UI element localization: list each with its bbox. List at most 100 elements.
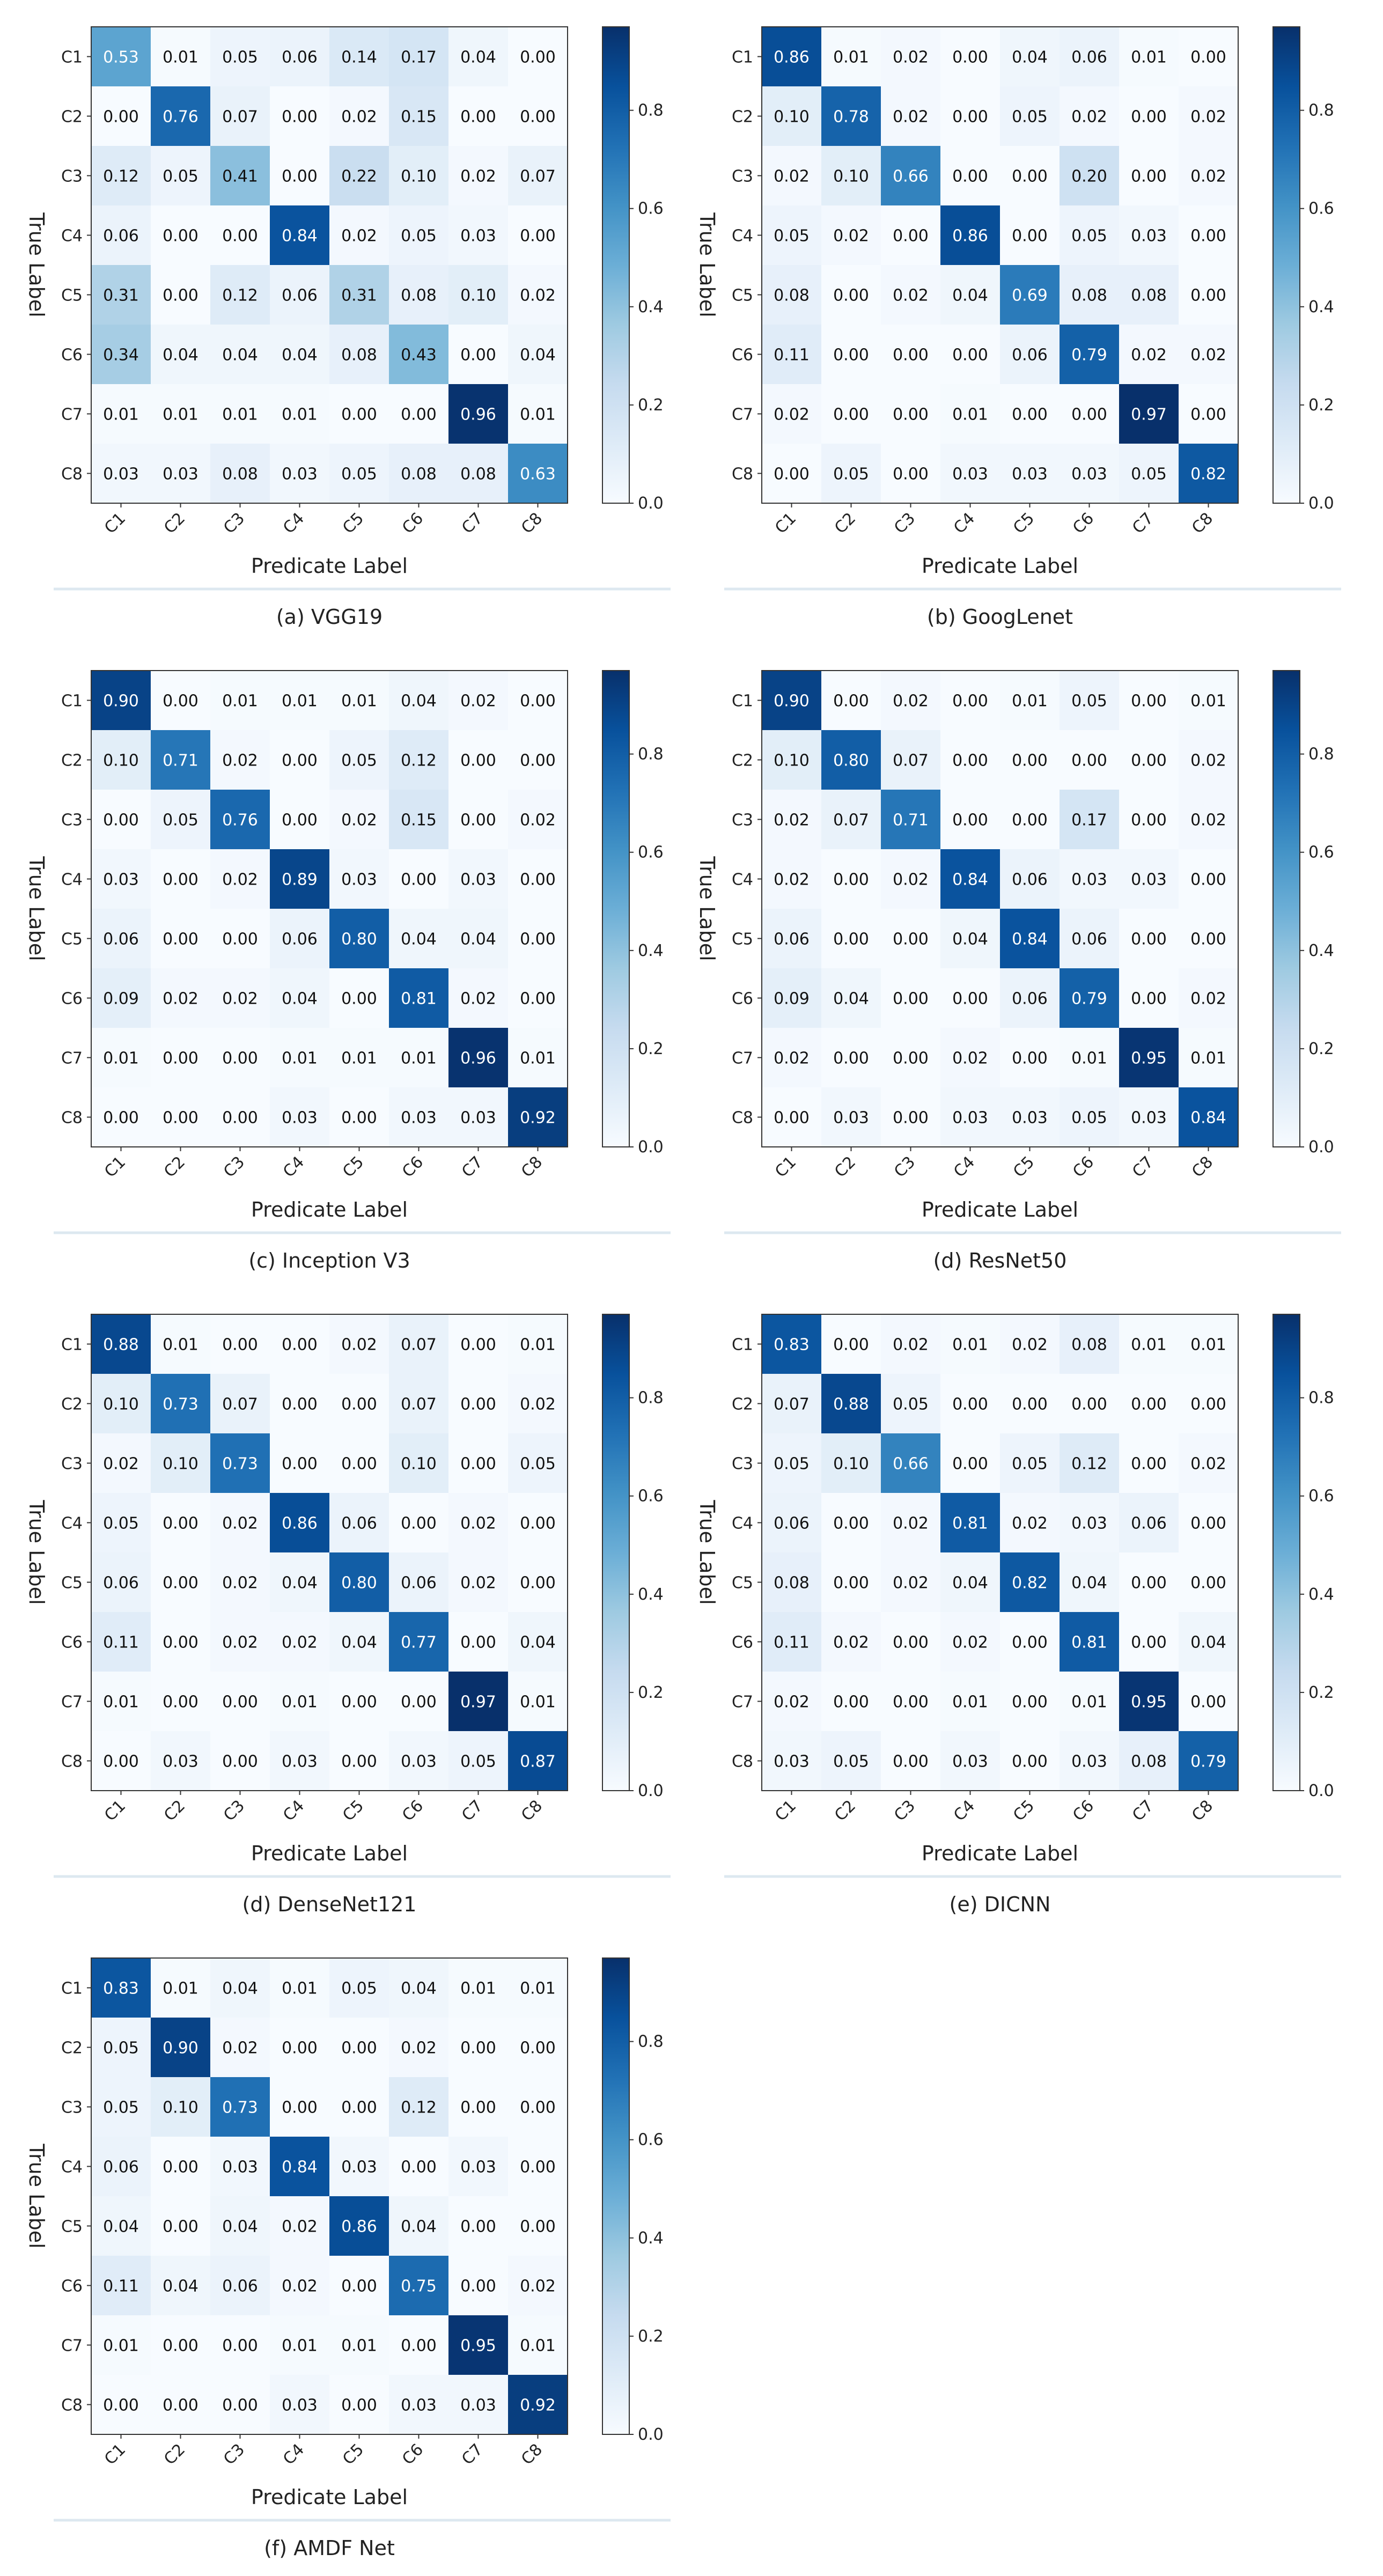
cell-value-label: 0.09: [103, 990, 139, 1009]
heatmap-cell: [448, 1087, 508, 1147]
heatmap-cell: [508, 1087, 568, 1147]
cell-value-label: 0.04: [282, 990, 318, 1009]
cell-value-label: 0.89: [282, 871, 318, 889]
cell-value-label: 0.04: [222, 346, 258, 365]
heatmap-cell: [448, 1028, 508, 1087]
cell-value-label: 0.03: [282, 2396, 318, 2415]
heatmap-cell: [270, 1433, 329, 1493]
cell-value-label: 0.01: [1131, 48, 1167, 67]
y-tick-label: C7: [61, 406, 83, 424]
heatmap-cell: [151, 86, 210, 146]
heatmap-cell: [329, 1028, 389, 1087]
cell-value-label: 0.00: [833, 930, 869, 949]
heatmap-cell: [270, 968, 329, 1028]
y-tick-label: C3: [732, 1455, 753, 1474]
heatmap-cell: [940, 730, 1000, 790]
cell-value-label: 0.00: [103, 1109, 139, 1128]
heatmap-cell: [448, 2196, 508, 2256]
cell-value-label: 0.03: [282, 465, 318, 484]
cell-value-label: 0.02: [282, 2218, 318, 2236]
cell-value-label: 0.00: [282, 1455, 318, 1474]
cell-value-label: 0.00: [103, 2396, 139, 2415]
cell-value-label: 0.00: [1012, 1693, 1048, 1712]
cell-value-label: 0.04: [952, 1574, 988, 1593]
heatmap-cell: [1119, 968, 1179, 1028]
heatmap-cell: [151, 849, 210, 909]
cell-value-label: 0.01: [282, 1979, 318, 1998]
heatmap-cell: [940, 671, 1000, 730]
cell-value-label: 0.31: [341, 286, 377, 305]
x-tick-label: C4: [279, 509, 308, 538]
heatmap-cell: [1179, 27, 1238, 86]
x-tick-label: C4: [950, 509, 979, 538]
x-tick-label: C7: [458, 1153, 487, 1181]
cell-value-label: 0.00: [1190, 406, 1226, 424]
heatmap-cell: [940, 146, 1000, 205]
x-tick-label: C3: [220, 2440, 248, 2469]
cell-value-label: 0.03: [341, 871, 377, 889]
heatmap-cell: [1119, 265, 1179, 325]
cell-value-label: 0.96: [460, 1049, 496, 1068]
cell-value-label: 0.00: [163, 1633, 198, 1652]
cell-value-label: 0.09: [774, 990, 810, 1009]
cell-value-label: 0.00: [163, 1049, 198, 1068]
heatmap-cell: [389, 909, 448, 968]
colorbar-tick-label: 0.6: [638, 200, 664, 218]
heatmap-cell: [389, 2196, 448, 2256]
cell-value-label: 0.97: [460, 1693, 496, 1712]
heatmap-cell: [270, 325, 329, 384]
cell-value-label: 0.81: [1071, 1633, 1107, 1652]
heatmap-cell: [151, 1731, 210, 1791]
cell-value-label: 0.53: [103, 48, 139, 67]
heatmap-cell: [91, 205, 151, 265]
cell-value-label: 0.01: [952, 1336, 988, 1355]
cell-value-label: 0.02: [520, 1395, 556, 1414]
x-tick-label: C7: [1129, 509, 1157, 538]
heatmap-cell: [508, 2137, 568, 2196]
cell-value-label: 0.00: [341, 2396, 377, 2415]
cell-value-label: 0.07: [520, 167, 556, 186]
cell-value-label: 0.04: [1190, 1633, 1226, 1652]
heatmap-cell: [940, 1433, 1000, 1493]
colorbar-tick-label: 0.0: [1308, 1138, 1334, 1157]
heatmap-cell: [210, 86, 270, 146]
heatmap-cell: [508, 1374, 568, 1433]
heatmap-cell: [151, 2077, 210, 2137]
y-tick-label: C7: [61, 1693, 83, 1712]
heatmap-cell: [329, 1731, 389, 1791]
heatmap-cell: [270, 2375, 329, 2434]
cell-value-label: 0.03: [401, 1109, 437, 1128]
heatmap-cell: [762, 1672, 821, 1731]
heatmap-cell: [210, 1087, 270, 1147]
x-tick-label: C1: [101, 509, 129, 538]
heatmap-cell: [151, 1493, 210, 1552]
heatmap-cell: [1000, 1493, 1060, 1552]
cell-value-label: 0.00: [282, 1336, 318, 1355]
heatmap-cell: [762, 1087, 821, 1147]
cell-value-label: 0.00: [341, 1753, 377, 1771]
heatmap-cell: [389, 849, 448, 909]
cell-value-label: 0.00: [893, 1049, 929, 1068]
cell-value-label: 0.82: [1012, 1574, 1048, 1593]
cell-value-label: 0.04: [222, 1979, 258, 1998]
heatmap-cell: [821, 968, 881, 1028]
cell-value-label: 0.00: [222, 1753, 258, 1771]
heatmap-cell: [1119, 1314, 1179, 1374]
cell-value-label: 0.17: [1071, 811, 1107, 830]
cell-value-label: 0.00: [401, 2158, 437, 2177]
cell-value-label: 0.00: [893, 227, 929, 246]
heatmap-cell: [389, 1374, 448, 1433]
colorbar: [602, 1314, 630, 1791]
heatmap-cell: [762, 1731, 821, 1791]
heatmap-cell: [508, 849, 568, 909]
x-tick-label: C8: [518, 2440, 546, 2469]
heatmap-cell: [329, 205, 389, 265]
heatmap-cell: [91, 2077, 151, 2137]
heatmap-cell: [508, 1552, 568, 1612]
cell-value-label: 0.00: [460, 346, 496, 365]
cell-value-label: 0.10: [774, 752, 810, 770]
cell-value-label: 0.00: [163, 930, 198, 949]
heatmap-cell: [210, 2375, 270, 2434]
cell-value-label: 0.01: [1190, 692, 1226, 711]
cell-value-label: 0.06: [282, 930, 318, 949]
